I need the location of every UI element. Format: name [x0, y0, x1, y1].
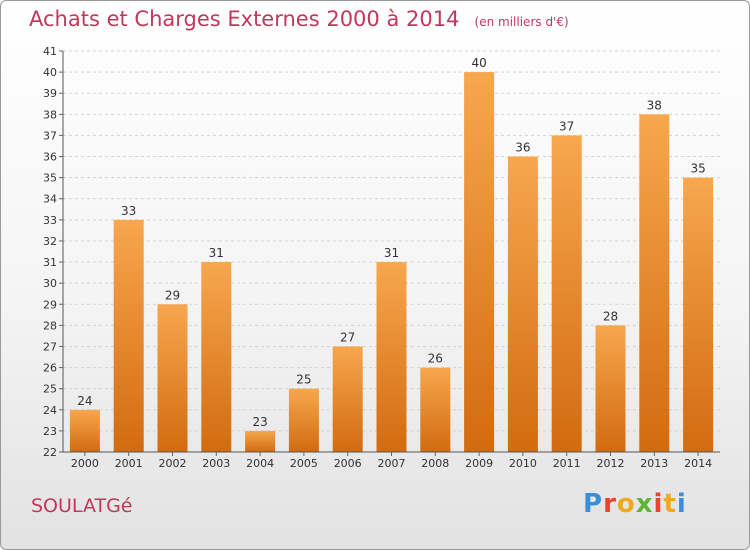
bar-value-label: 26 [428, 352, 443, 366]
y-tick-label: 35 [43, 172, 57, 185]
bar [332, 346, 363, 452]
bar [288, 388, 319, 452]
x-tick-label: 2003 [202, 457, 230, 470]
x-tick-label: 2011 [553, 457, 581, 470]
bar-value-label: 28 [603, 309, 618, 323]
x-tick-label: 2002 [159, 457, 187, 470]
y-tick-label: 26 [43, 362, 57, 375]
bar-value-label: 33 [121, 204, 136, 218]
bar [464, 72, 495, 453]
bar [201, 262, 232, 452]
title-row: Achats et Charges Externes 2000 à 2014 (… [29, 7, 569, 31]
y-tick-label: 36 [43, 151, 57, 164]
bar-value-label: 31 [209, 246, 224, 260]
x-tick-label: 2001 [115, 457, 143, 470]
bar-value-label: 37 [559, 119, 574, 133]
y-tick-label: 25 [43, 383, 57, 396]
x-tick-label: 2004 [246, 457, 274, 470]
y-tick-label: 40 [43, 66, 57, 79]
logo-letter: P [583, 489, 604, 519]
y-tick-label: 32 [43, 235, 57, 248]
y-tick-label: 29 [43, 298, 57, 311]
logo-letter: o [616, 489, 636, 519]
bar [595, 325, 626, 452]
bar-value-label: 35 [690, 162, 705, 176]
y-tick-label: 39 [43, 87, 57, 100]
y-tick-label: 37 [43, 129, 57, 142]
y-tick-label: 30 [43, 277, 57, 290]
proxiti-logo: Proxiti [583, 489, 687, 519]
bar [69, 409, 100, 452]
bar [157, 304, 188, 452]
bar-value-label: 25 [296, 373, 311, 387]
bar [420, 367, 451, 452]
bar [245, 430, 276, 452]
x-tick-label: 2006 [334, 457, 362, 470]
bar [639, 114, 670, 452]
y-tick-label: 27 [43, 340, 57, 353]
bar [683, 177, 714, 452]
x-tick-label: 2012 [597, 457, 625, 470]
logo-letter: i [676, 489, 687, 519]
bar-value-label: 31 [384, 246, 399, 260]
bar [376, 262, 407, 452]
bar-value-label: 36 [515, 141, 530, 155]
logo-letter: i [653, 489, 664, 519]
x-tick-label: 2005 [290, 457, 318, 470]
bars: 24 33 29 31 23 25 27 31 26 40 36 37 28 38 35 [69, 56, 714, 453]
y-tick-label: 34 [43, 193, 57, 206]
chart-title: Achats et Charges Externes 2000 à 2014 [29, 7, 460, 31]
bar-value-label: 24 [77, 394, 92, 408]
logo-letter: x [635, 489, 654, 519]
bar-value-label: 23 [252, 415, 267, 429]
y-tick-label: 24 [43, 404, 57, 417]
bar-value-label: 29 [165, 288, 180, 302]
axes: 22 23 24 25 26 27 28 29 30 31 32 33 34 35 36 37 38 39 40 41… [43, 45, 720, 470]
y-tick-label: 41 [43, 45, 57, 58]
bar [551, 135, 582, 452]
x-tick-label: 2014 [684, 457, 712, 470]
logo-letter: t [663, 489, 677, 519]
town-name: SOULATGé [31, 495, 133, 517]
x-tick-label: 2000 [71, 457, 99, 470]
logo-letter: r [603, 489, 617, 519]
bar-value-label: 27 [340, 330, 355, 344]
x-tick-label: 2013 [640, 457, 668, 470]
bar-value-label: 40 [471, 56, 486, 70]
x-tick-label: 2009 [465, 457, 493, 470]
bar-value-label: 38 [647, 98, 662, 112]
y-tick-label: 38 [43, 108, 57, 121]
x-tick-label: 2010 [509, 457, 537, 470]
y-tick-label: 31 [43, 256, 57, 269]
y-tick-label: 28 [43, 319, 57, 332]
bar [113, 219, 144, 452]
y-tick-label: 23 [43, 425, 57, 438]
x-tick-label: 2007 [378, 457, 406, 470]
x-tick-label: 2008 [421, 457, 449, 470]
chart-unit: (en milliers d'€) [474, 15, 569, 29]
y-tick-label: 33 [43, 214, 57, 227]
y-tick-label: 22 [43, 446, 57, 459]
bar [507, 156, 538, 453]
